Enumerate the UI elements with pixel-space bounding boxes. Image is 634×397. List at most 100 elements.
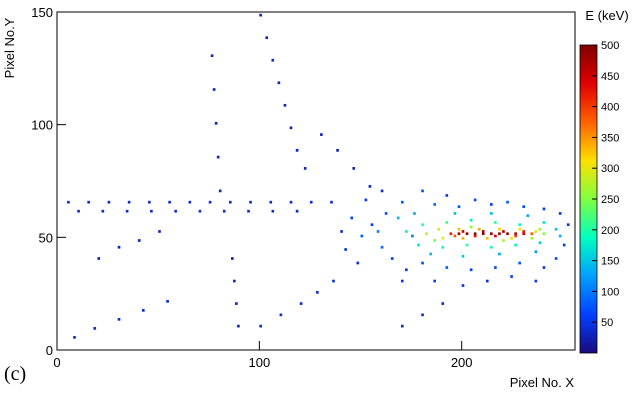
- heatmap-cell: [490, 232, 493, 235]
- heatmap-cell: [350, 217, 353, 220]
- plot-frame: [57, 12, 575, 350]
- heatmap-cell: [356, 262, 359, 265]
- heatmap-cell: [466, 232, 469, 235]
- heatmap-cell: [441, 302, 444, 305]
- heatmap-cell: [316, 291, 319, 294]
- heatmap-cell: [421, 190, 424, 193]
- heatmap-cell: [559, 235, 562, 238]
- heatmap-cell: [506, 232, 509, 235]
- heatmap-cell: [271, 59, 274, 62]
- heatmap-cell: [446, 221, 449, 224]
- heatmap-cell: [421, 223, 424, 226]
- heatmap-cell: [486, 237, 489, 240]
- heatmap-cell: [502, 239, 505, 242]
- colorbar-tick-label: 100: [601, 286, 619, 298]
- heatmap-cell: [555, 257, 558, 260]
- heatmap-cell: [458, 232, 461, 235]
- heatmap-cell: [118, 246, 121, 249]
- heatmap-cell: [530, 232, 533, 235]
- heatmap-cell: [490, 203, 493, 206]
- heatmap-cell: [174, 210, 177, 213]
- heatmap-cell: [401, 280, 404, 283]
- heatmap-cell: [269, 201, 272, 204]
- heatmap-cell: [231, 257, 234, 260]
- heatmap-cell: [148, 201, 151, 204]
- heatmap-cell: [332, 280, 335, 283]
- heatmap-cell: [535, 250, 538, 253]
- heatmap-cell: [158, 230, 161, 233]
- heatmap-cell: [411, 235, 414, 238]
- heatmap-cell: [401, 325, 404, 328]
- heatmap-cell: [381, 246, 384, 249]
- heatmap-cell: [450, 232, 453, 235]
- heatmap-cell: [340, 230, 343, 233]
- heatmap-cell: [539, 241, 542, 244]
- heatmap-cell: [433, 280, 436, 283]
- chart: Pixel No.Y Pixel No. X E (keV) (c) 01002…: [0, 0, 634, 392]
- heatmap-cell: [391, 257, 394, 260]
- heatmap-cell: [97, 257, 100, 260]
- heatmap-cell: [138, 239, 141, 242]
- heatmap-cell: [219, 190, 222, 193]
- heatmap-cell: [510, 275, 513, 278]
- heatmap-cell: [67, 201, 70, 204]
- heatmap-cell: [142, 309, 145, 312]
- colorbar-tick-label: 450: [601, 71, 619, 83]
- heatmap-cell: [233, 280, 236, 283]
- heatmap-cell: [397, 217, 400, 220]
- heatmap-cell: [462, 230, 465, 233]
- heatmap-cell: [405, 268, 408, 271]
- colorbar-tick-label: 500: [601, 40, 619, 52]
- heatmap-cell: [93, 327, 96, 330]
- heatmap-cell: [498, 253, 501, 256]
- heatmap-cell: [462, 237, 465, 240]
- heatmap-cell: [371, 223, 374, 226]
- heatmap-cell: [168, 201, 171, 204]
- heatmap-cell: [73, 336, 76, 339]
- heatmap-cell: [433, 239, 436, 242]
- heatmap-cell: [377, 230, 380, 233]
- heatmap-cell: [209, 201, 212, 204]
- heatmap-cell: [290, 201, 293, 204]
- heatmap-cell: [296, 149, 299, 152]
- heatmap-cell: [223, 210, 226, 213]
- heatmap-cell: [352, 167, 355, 170]
- heatmap-cell: [502, 230, 505, 233]
- heatmap-cell: [199, 210, 202, 213]
- page: {"chart_data": {"type": "heatmap", "xlab…: [0, 0, 634, 397]
- colorbar-tick-label: 150: [601, 256, 619, 268]
- heatmap-cell: [498, 232, 501, 235]
- colorbar-tick-label: 350: [601, 132, 619, 144]
- heatmap-cell: [567, 223, 570, 226]
- heatmap-cell: [296, 210, 299, 213]
- heatmap-cell: [320, 133, 323, 136]
- heatmap-cell: [490, 246, 493, 249]
- heatmap-cell: [535, 280, 538, 283]
- heatmap-cell: [126, 210, 129, 213]
- colorbar-tick-label: 300: [601, 163, 619, 175]
- heatmap-cell: [249, 201, 252, 204]
- heatmap-cell: [235, 302, 238, 305]
- x-tick-label: 100: [248, 355, 270, 370]
- heatmap-cell: [259, 325, 262, 328]
- heatmap-cell: [563, 244, 566, 247]
- heatmap-cell: [470, 268, 473, 271]
- heatmap-cell: [437, 228, 440, 231]
- heatmap-cell: [433, 203, 436, 206]
- x-tick-label: 0: [53, 355, 60, 370]
- heatmap-cell: [215, 122, 218, 125]
- colorbar-title: E (keV): [585, 8, 628, 23]
- heatmap-cell: [526, 214, 529, 217]
- heatmap-cell: [458, 228, 461, 231]
- y-tick-label: 50: [39, 230, 53, 245]
- heatmap-cell: [518, 228, 521, 231]
- heatmap-cell: [217, 156, 220, 159]
- heatmap-cell: [482, 230, 485, 233]
- heatmap-cell: [506, 201, 509, 204]
- heatmap-cell: [441, 246, 444, 249]
- heatmap-cell: [462, 255, 465, 258]
- y-tick-label: 100: [31, 118, 53, 133]
- colorbar-tick-label: 50: [601, 317, 613, 329]
- heatmap-cell: [454, 212, 457, 215]
- heatmap-cell: [454, 235, 457, 238]
